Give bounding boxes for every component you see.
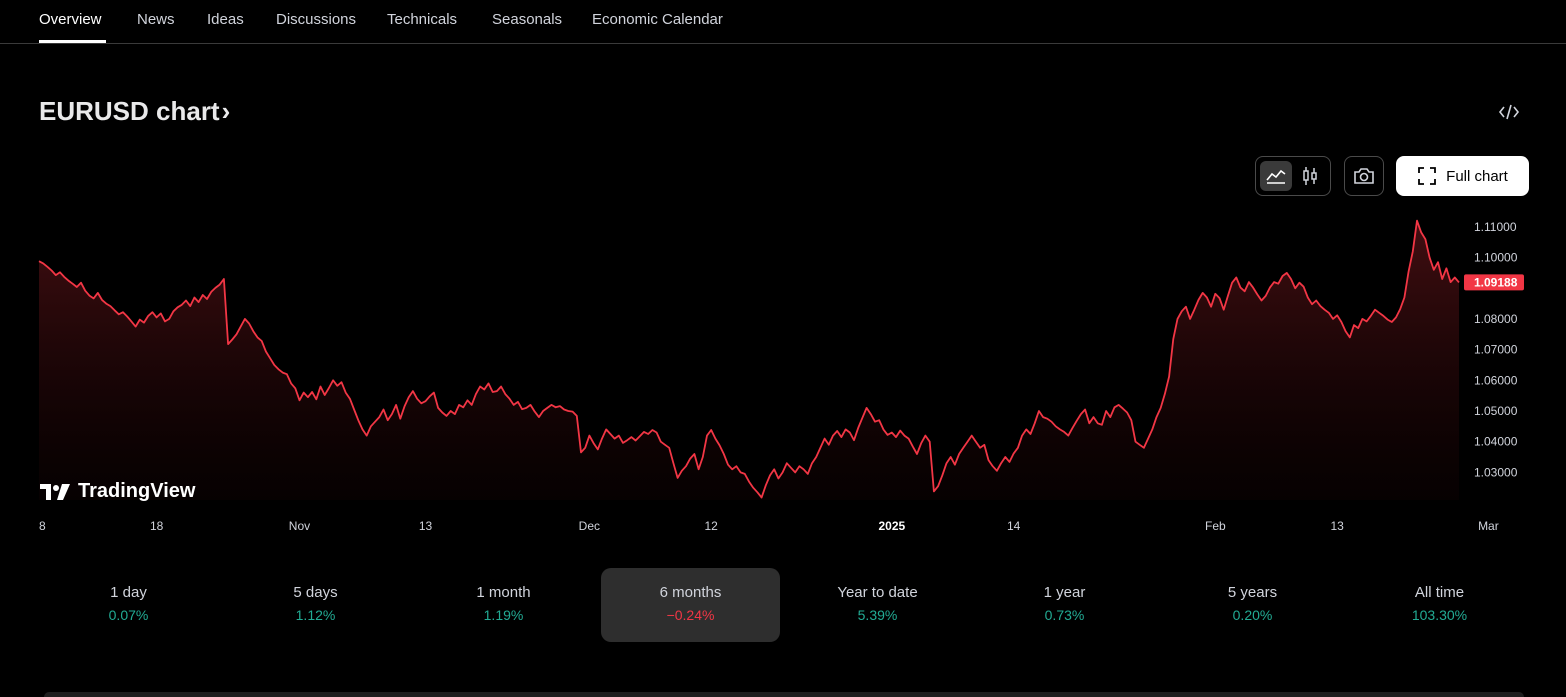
period-change: 0.07% <box>108 607 149 623</box>
logo-text: TradingView <box>78 480 196 502</box>
period-label: 1 month <box>476 584 531 601</box>
chevron-right-icon: › <box>221 96 231 126</box>
last-price-badge <box>1464 274 1524 291</box>
x-tick-label: 18 <box>150 519 164 533</box>
price-area-fill <box>39 220 1459 500</box>
y-tick-label: 1.04000 <box>1474 435 1518 449</box>
fullscreen-icon <box>1418 167 1437 185</box>
tab-ideas[interactable]: Ideas <box>207 11 244 28</box>
y-tick-label: 1.03000 <box>1474 465 1518 479</box>
period-change: 1.19% <box>483 607 524 623</box>
chart-title-link[interactable]: EURUSD chart› <box>39 96 230 127</box>
y-tick-label: 1.10000 <box>1474 251 1518 265</box>
tab-overview[interactable]: Overview <box>39 11 102 28</box>
period-1-year[interactable]: 1 year 0.73% <box>975 568 1154 642</box>
x-tick-label: 2025 <box>878 519 905 533</box>
top-navigation: Overview News Ideas Discussions Technica… <box>0 0 1566 44</box>
period-5-days[interactable]: 5 days 1.12% <box>226 568 405 642</box>
candlestick-icon <box>1303 167 1317 185</box>
tradingview-logo: TradingView <box>40 480 195 503</box>
period-1-day[interactable]: 1 day 0.07% <box>39 568 218 642</box>
period-label: All time <box>1414 584 1465 601</box>
period-year-to-date[interactable]: Year to date 5.39% <box>788 568 967 642</box>
period-change: −0.24% <box>666 607 715 623</box>
area-chart-icon <box>1266 169 1286 184</box>
tab-technicals[interactable]: Technicals <box>387 11 458 28</box>
period-all-time[interactable]: All time 103.30% <box>1350 568 1529 642</box>
code-embed-icon <box>1498 104 1520 120</box>
period-5-years[interactable]: 5 years 0.20% <box>1163 568 1342 642</box>
next-section-edge <box>44 692 1524 697</box>
x-tick-label: 13 <box>1330 519 1344 533</box>
chart-title: EURUSD chart <box>39 96 220 126</box>
performance-periods: 1 day 0.07% 5 days 1.12% 1 month 1.19% 6… <box>39 568 1529 642</box>
period-label: 1 day <box>110 584 147 601</box>
x-tick-label: Feb <box>1205 519 1226 533</box>
snapshot-button[interactable] <box>1344 156 1384 196</box>
period-label: 5 years <box>1227 584 1278 601</box>
y-tick-label: 1.05000 <box>1474 404 1518 418</box>
x-tick-label: 14 <box>1007 519 1021 533</box>
candle-style-button[interactable] <box>1294 161 1326 191</box>
embed-code-button[interactable] <box>1496 100 1522 124</box>
price-line <box>38 219 1460 499</box>
period-label: Year to date <box>837 584 918 601</box>
area-style-button[interactable] <box>1260 161 1292 191</box>
x-tick-label: Mar <box>1478 519 1499 533</box>
tab-news[interactable]: News <box>137 11 175 28</box>
active-tab-indicator <box>39 40 106 43</box>
period-1-month[interactable]: 1 month 1.19% <box>414 568 593 642</box>
camera-icon <box>1354 168 1374 184</box>
period-label: 6 months <box>659 584 722 601</box>
full-chart-label: Full chart <box>1446 167 1508 185</box>
price-chart[interactable]: 1.11000 1.10000 1.08000 1.07000 1.06000 1.050… <box>0 210 1566 540</box>
y-tick-label: 1.06000 <box>1474 373 1518 387</box>
x-tick-label: 8 <box>39 519 46 533</box>
x-tick-label: 13 <box>419 519 433 533</box>
period-label: 5 days <box>293 584 338 601</box>
x-tick-label: 12 <box>705 519 719 533</box>
full-chart-button[interactable]: Full chart <box>1396 156 1529 196</box>
period-6-months[interactable]: 6 months −0.24% <box>601 568 780 642</box>
period-label: 1 year <box>1043 584 1086 601</box>
tab-discussions[interactable]: Discussions <box>276 11 357 28</box>
tab-seasonals[interactable]: Seasonals <box>492 11 563 28</box>
period-change: 103.30% <box>1411 607 1468 623</box>
period-change: 5.39% <box>857 607 898 623</box>
x-tick-label: Dec <box>579 519 600 533</box>
y-tick-label: 1.08000 <box>1474 312 1518 326</box>
x-tick-label: Nov <box>289 519 310 533</box>
last-price-label: 1.09188 <box>1474 275 1518 289</box>
y-tick-label: 1.11000 <box>1474 220 1517 234</box>
tab-economic-calendar[interactable]: Economic Calendar <box>592 11 723 28</box>
y-tick-label: 1.07000 <box>1474 343 1518 357</box>
period-change: 1.12% <box>295 607 336 623</box>
tradingview-icon <box>40 483 70 500</box>
period-change: 0.73% <box>1044 607 1085 623</box>
chart-style-toggle <box>1255 156 1331 196</box>
period-change: 0.20% <box>1232 607 1273 623</box>
